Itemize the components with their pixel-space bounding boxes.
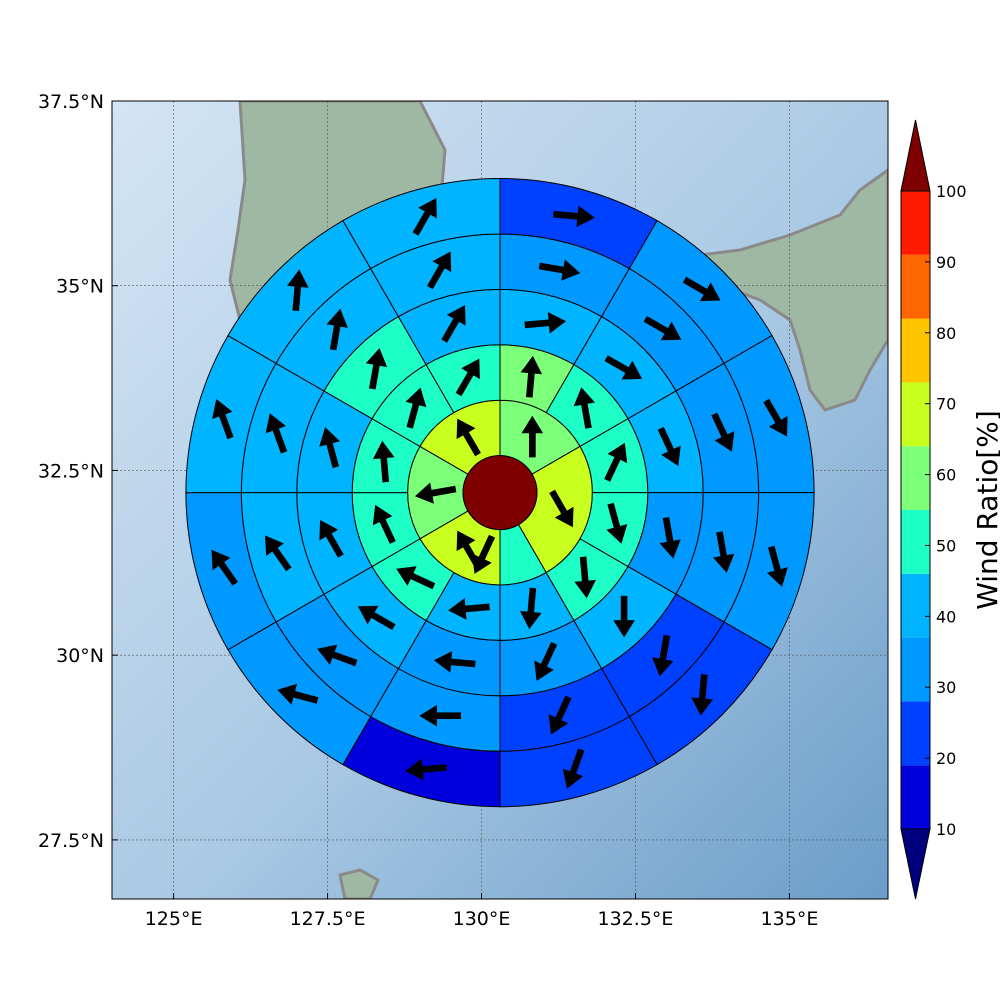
colorbar-frame [900,190,931,830]
colorbar-segment [901,382,930,447]
wind-arrow [604,355,643,380]
wind-arrow [562,748,585,789]
wind-arrow [317,644,358,667]
wind-arrow [405,387,427,429]
wind-arrow [553,205,595,227]
wind-arrow [319,520,344,558]
land-mass [687,168,888,412]
wind-arrow [548,695,572,735]
center-disc [462,455,538,531]
wind-arrow [573,387,595,429]
colorbar-tick-label: 20 [936,749,956,768]
wind-arrow [711,412,735,452]
wind-arrow [657,426,681,466]
wind-arrow [396,566,436,590]
wind-arrow [521,415,544,458]
wind-arrow [211,549,238,586]
x-tick-label: 135°E [761,908,819,930]
wind-arrow [212,399,234,440]
wind-arrow [365,348,388,390]
colorbar-tick-label: 70 [936,395,956,414]
colorbar-segment [901,191,930,255]
colorbar-over-extension [900,119,931,192]
wind-arrow [652,634,674,677]
wind-arrow [682,276,721,302]
wind-arrow [520,587,542,630]
wind-arrow [456,418,481,457]
y-tick-label: 35°N [56,276,104,298]
colorbar-segment [901,765,930,829]
wind-arrow [427,251,452,290]
wind-arrow [549,489,574,528]
wind-arrow [767,545,788,587]
colorbar-tick-label: 50 [936,536,956,555]
colorbar-tick-label: 30 [936,678,956,697]
colorbar-segment [901,254,930,319]
wind-arrow [412,198,437,236]
colorbar-label: Wind Ratio[%] [971,410,1000,610]
colorbar-under-extension [900,828,931,900]
wind-arrow [713,531,735,573]
y-tick-label: 32.5°N [38,460,104,482]
wind-arrow [456,530,481,569]
wind-arrow [372,504,396,544]
colorbar-tick-label: 40 [936,607,956,626]
y-tick-label: 30°N [56,645,104,667]
wind-arrow [265,413,288,454]
colorbar-segment [901,637,930,702]
x-tick-label: 125°E [145,908,203,930]
colorbar-segment [901,510,930,574]
y-tick-label: 27.5°N [38,830,104,852]
wind-arrow [319,427,340,469]
wind-arrow [643,316,682,341]
wind-arrow [372,440,395,483]
colorbar-tick-label: 10 [936,820,956,839]
wind-arrow [265,535,292,572]
wind-arrow [455,358,480,397]
wind-arrow [414,482,457,504]
wind-arrow [538,259,581,281]
wind-arrow [520,355,543,398]
colorbar-segment [901,573,930,638]
wind-arrow [287,269,309,312]
colorbar-tick-label: 90 [936,253,956,272]
colorbar-segment [901,446,930,510]
wind-arrow [326,308,348,351]
x-tick-label: 132.5°E [598,908,674,930]
wind-arrow [524,312,567,334]
wind-arrow [277,683,319,705]
wind-arrow [405,758,447,781]
wind-arrow [534,641,558,681]
wind-arrow [357,605,396,630]
wind-arrow [763,398,788,437]
map-frame [111,100,889,900]
wind-arrow [441,305,466,343]
wind-arrow [574,556,596,599]
x-tick-label: 127.5°E [290,908,366,930]
colorbar-segment [901,318,930,383]
colorbar-tick-label: 80 [936,324,956,343]
wind-arrow [691,674,713,716]
wind-arrow [606,502,628,544]
y-tick-label: 37.5°N [38,91,104,113]
wind-arrow [613,595,635,638]
wind-arrow [659,517,681,559]
colorbar-tick-label: 100 [936,182,967,201]
colorbar-segment [901,701,930,766]
wind-arrow [448,598,490,620]
wind-arrow [604,442,628,482]
colorbar-tick-label: 60 [936,466,956,485]
x-tick-label: 130°E [453,908,511,930]
land-mass [338,868,380,899]
wind-arrow [419,704,461,727]
wind-arrow [433,651,476,673]
